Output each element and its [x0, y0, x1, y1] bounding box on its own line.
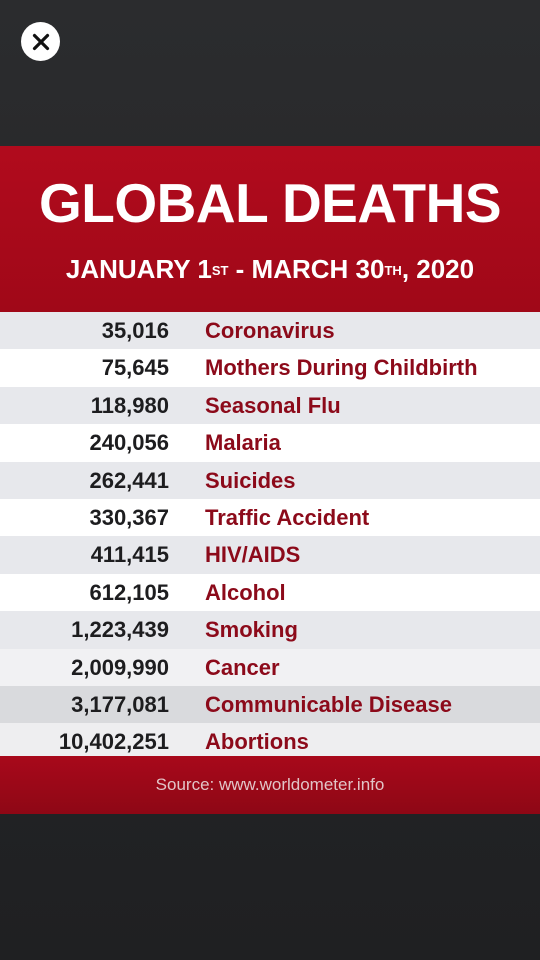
- death-cause: Abortions: [205, 729, 309, 755]
- end-date: MARCH 30: [251, 254, 385, 284]
- table-row: 1,223,439 Smoking: [0, 611, 540, 649]
- start-date-suffix: ST: [211, 263, 229, 278]
- death-cause: Mothers During Childbirth: [205, 355, 478, 381]
- table-row: 262,441 Suicides: [0, 461, 540, 499]
- deaths-table: 35,016 Coronavirus 75,645 Mothers During…: [0, 312, 540, 761]
- table-row: 10,402,251 Abortions: [0, 723, 540, 761]
- end-date-suffix: TH: [384, 263, 402, 278]
- death-cause: Cancer: [205, 654, 280, 680]
- start-date: JANUARY 1: [65, 254, 212, 284]
- close-icon: [32, 33, 49, 50]
- death-cause: Communicable Disease: [205, 691, 452, 717]
- table-row: 3,177,081 Communicable Disease: [0, 685, 540, 724]
- death-cause: Malaria: [205, 430, 281, 456]
- death-count: 75,645: [101, 355, 169, 381]
- death-cause: Seasonal Flu: [205, 392, 341, 418]
- year: , 2020: [401, 254, 475, 284]
- table-row: 330,367 Traffic Accident: [0, 498, 540, 537]
- death-cause: Traffic Accident: [205, 504, 370, 530]
- infographic-card: GLOBAL DEATHS JANUARY 1ST - MARCH 30TH, …: [0, 146, 540, 814]
- table-row: 411,415 HIV/AIDS: [0, 536, 540, 574]
- death-count: 330,367: [89, 504, 169, 530]
- death-count: 10,402,251: [58, 729, 169, 755]
- death-count: 262,441: [89, 467, 169, 493]
- death-count: 118,980: [90, 392, 169, 418]
- footer-banner: Source: www.worldometer.info: [0, 756, 540, 814]
- close-button[interactable]: [21, 22, 60, 61]
- death-count: 3,177,081: [71, 691, 169, 717]
- death-count: 35,016: [101, 318, 169, 343]
- table-row: 35,016 Coronavirus: [0, 312, 540, 350]
- death-cause: Alcohol: [205, 579, 286, 605]
- table-row: 118,980 Seasonal Flu: [0, 386, 540, 425]
- date-range-subtitle: JANUARY 1ST - MARCH 30TH, 2020: [0, 252, 540, 286]
- table-row: 612,105 Alcohol: [0, 573, 540, 612]
- source-text: Source: www.worldometer.info: [155, 775, 385, 794]
- table-row: 2,009,990 Cancer: [0, 648, 540, 686]
- header-banner: GLOBAL DEATHS JANUARY 1ST - MARCH 30TH, …: [0, 146, 540, 312]
- death-cause: Suicides: [205, 467, 296, 493]
- date-separator: -: [228, 254, 252, 284]
- table-row: 75,645 Mothers During Childbirth: [0, 349, 540, 387]
- death-count: 612,105: [89, 579, 169, 605]
- death-count: 240,056: [89, 430, 169, 456]
- death-cause: HIV/AIDS: [205, 542, 301, 568]
- death-count: 2,009,990: [71, 654, 169, 680]
- death-count: 1,223,439: [71, 617, 169, 643]
- death-count: 411,415: [90, 542, 169, 568]
- infographic-title: GLOBAL DEATHS: [38, 172, 502, 234]
- table-row: 240,056 Malaria: [0, 424, 540, 462]
- death-cause: Coronavirus: [205, 318, 335, 343]
- death-cause: Smoking: [205, 617, 298, 643]
